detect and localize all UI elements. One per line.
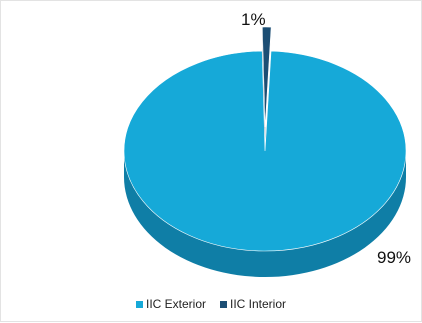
legend-label-iic-exterior: IIC Exterior (145, 297, 206, 311)
legend-swatch-iic-exterior (135, 300, 143, 308)
data-label-iic-interior: 1% (241, 10, 266, 29)
pie-side-iic-exterior (124, 151, 406, 277)
data-label-iic-exterior: 99% (377, 248, 412, 267)
chart-legend: IIC Exterior IIC Interior (1, 297, 421, 311)
legend-item-iic-exterior: IIC Exterior (135, 297, 206, 311)
legend-item-iic-interior: IIC Interior (220, 297, 286, 311)
pie-slice-iic-interior (261, 26, 272, 128)
pie-slice-iic-exterior (123, 50, 407, 252)
legend-label-iic-interior: IIC Interior (230, 297, 287, 311)
legend-swatch-iic-interior (220, 300, 227, 308)
